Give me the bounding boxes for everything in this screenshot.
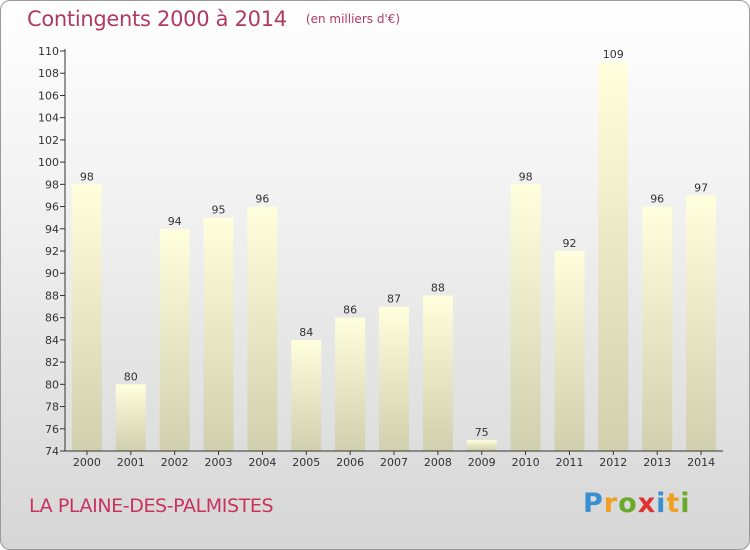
data-label: 96 (650, 193, 664, 206)
chart-subtitle: (en milliers d'€) (305, 12, 401, 26)
y-tick-label: 80 (45, 378, 59, 391)
bar (642, 206, 673, 451)
x-tick-label: 2009 (468, 456, 496, 469)
bar (203, 217, 234, 451)
brand-letter: x (637, 488, 657, 519)
chart-title: Contingents 2000 à 2014 (27, 7, 287, 31)
data-label: 84 (299, 326, 313, 339)
brand-letter: t (666, 488, 681, 519)
y-tick-label: 76 (45, 423, 59, 436)
data-label: 97 (694, 181, 708, 194)
y-tick-label: 102 (38, 134, 59, 147)
y-tick-label: 108 (38, 67, 59, 80)
brand-letter: P (583, 488, 604, 519)
y-tick-label: 94 (45, 223, 59, 236)
data-label: 75 (475, 426, 489, 439)
bar (71, 184, 102, 452)
y-tick-label: 92 (45, 245, 59, 258)
x-tick-label: 2004 (248, 456, 276, 469)
x-tick-label: 2011 (556, 456, 584, 469)
data-label: 87 (387, 293, 401, 306)
bar (291, 339, 322, 451)
y-tick-label: 110 (38, 45, 59, 58)
x-tick-label: 2001 (117, 456, 145, 469)
brand-letter: i (656, 488, 667, 519)
data-label: 96 (255, 193, 269, 206)
y-tick-label: 98 (45, 178, 59, 191)
y-tick-label: 104 (38, 112, 59, 125)
y-tick-label: 96 (45, 201, 59, 214)
y-tick-label: 84 (45, 334, 59, 347)
bars-group (71, 62, 717, 452)
x-tick-label: 2003 (205, 456, 233, 469)
x-tick-label: 2010 (512, 456, 540, 469)
y-tick-label: 106 (38, 89, 59, 102)
proxiti-logo[interactable]: Proxiti (583, 488, 691, 519)
brand-letter: o (618, 488, 638, 519)
data-label: 88 (431, 281, 445, 294)
x-tick-label: 2006 (336, 456, 364, 469)
data-label: 80 (124, 370, 138, 383)
data-label: 98 (519, 170, 533, 183)
x-tick-label: 2013 (643, 456, 671, 469)
y-tick-label: 88 (45, 289, 59, 302)
bar (335, 317, 366, 451)
x-tick-label: 2014 (687, 456, 715, 469)
x-tick-label: 2005 (292, 456, 320, 469)
bar (686, 195, 717, 451)
data-label: 98 (80, 170, 94, 183)
bar (159, 228, 190, 451)
x-tick-label: 2002 (161, 456, 189, 469)
title-row: Contingents 2000 à 2014 (en milliers d'€… (27, 7, 400, 31)
bar (466, 439, 497, 451)
data-label: 95 (212, 204, 226, 217)
y-tick-label: 90 (45, 267, 59, 280)
bar (510, 184, 541, 452)
brand-letter: r (603, 488, 619, 519)
x-tick-label: 2007 (380, 456, 408, 469)
x-tick-label: 2008 (424, 456, 452, 469)
y-tick-label: 82 (45, 356, 59, 369)
y-tick-label: 78 (45, 401, 59, 414)
brand-letter: i (680, 488, 691, 519)
y-tick-label: 100 (38, 156, 59, 169)
data-label: 86 (343, 304, 357, 317)
bar (422, 295, 453, 451)
data-label: 94 (168, 215, 182, 228)
y-tick-label: 86 (45, 312, 59, 325)
data-label: 92 (563, 237, 577, 250)
axes-group (60, 49, 723, 455)
commune-name: LA PLAINE-DES-PALMISTES (29, 495, 274, 517)
bar (379, 306, 409, 451)
y-tick-label: 74 (45, 445, 59, 458)
x-tick-label: 2012 (599, 456, 627, 469)
bar (247, 206, 278, 451)
bar (554, 251, 585, 451)
x-tick-label: 2000 (73, 456, 101, 469)
labels-group: 98 2000 80 2001 94 2002 95 2003 96 2004 84 2005 86 20… (38, 45, 715, 469)
bar (115, 384, 146, 451)
data-label: 109 (603, 48, 624, 61)
bar (598, 62, 629, 451)
